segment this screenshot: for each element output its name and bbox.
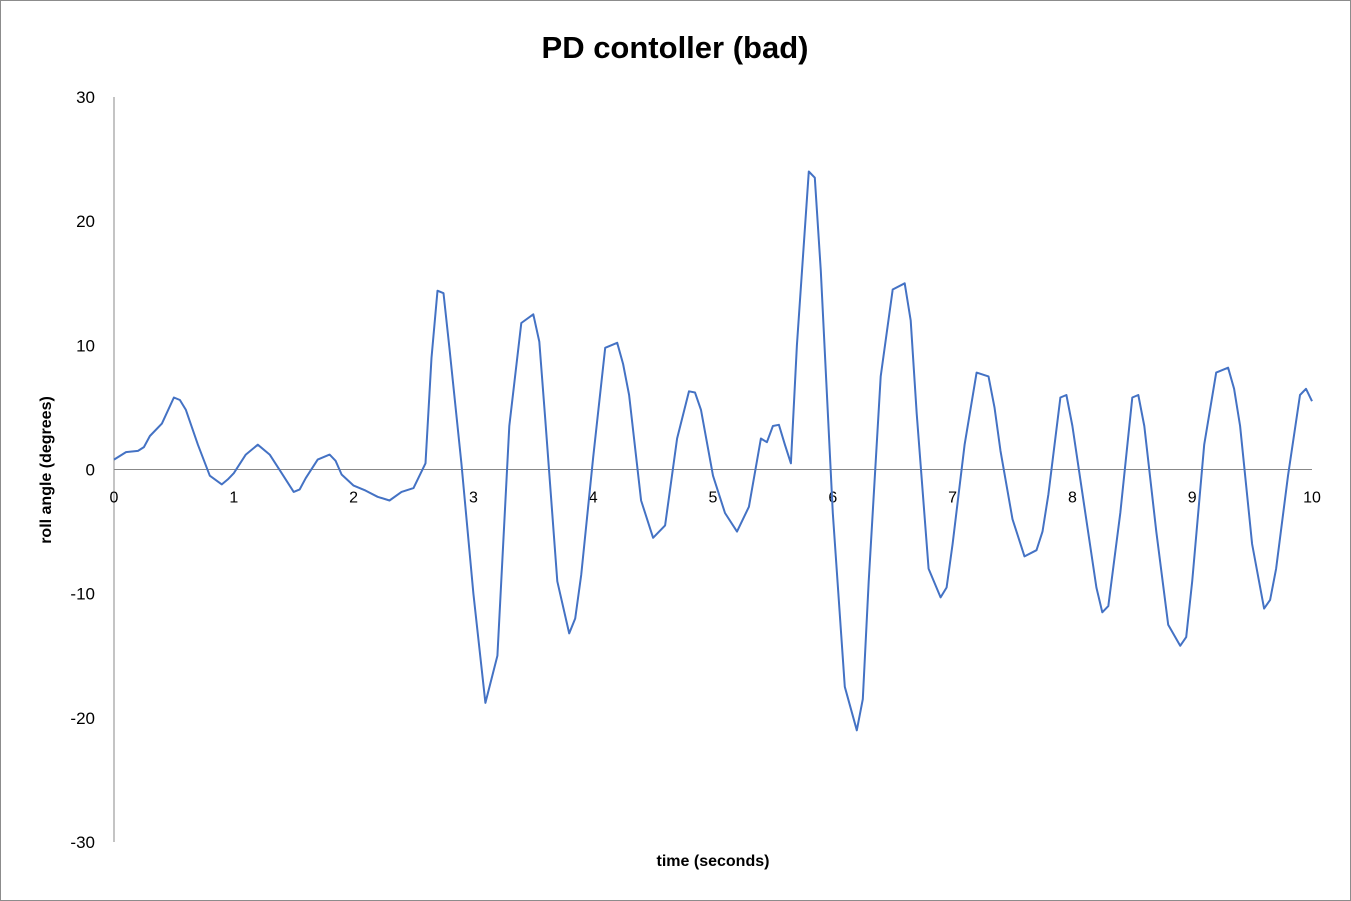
x-tick-label: 10 xyxy=(1303,490,1321,507)
y-tick-label: 0 xyxy=(86,461,95,480)
x-axis-title: time (seconds) xyxy=(657,853,770,870)
chart-title: PD contoller (bad) xyxy=(542,30,809,65)
y-tick-labels: 30 20 10 0 -10 -20 -30 xyxy=(70,88,95,852)
x-tick-label: 2 xyxy=(349,490,358,507)
x-tick-label: 9 xyxy=(1188,490,1197,507)
y-tick-label: 10 xyxy=(76,336,95,355)
x-tick-label: 7 xyxy=(948,490,957,507)
y-tick-label: -30 xyxy=(70,833,95,852)
series-line xyxy=(113,170,1313,732)
y-tick-label: -10 xyxy=(70,585,95,604)
x-tick-labels: 0 1 2 3 4 5 6 7 8 9 10 xyxy=(110,490,1321,507)
y-tick-label: -20 xyxy=(70,709,95,728)
y-tick-label: 20 xyxy=(76,212,95,231)
x-tick-label: 8 xyxy=(1068,490,1077,507)
y-tick-label: 30 xyxy=(76,88,95,107)
y-axis-title: roll angle (degrees) xyxy=(38,396,55,544)
x-tick-label: 5 xyxy=(709,490,718,507)
x-tick-label: 1 xyxy=(229,490,238,507)
x-tick-label: 3 xyxy=(469,490,478,507)
x-tick-label: 4 xyxy=(589,490,598,507)
x-tick-label: 0 xyxy=(110,490,119,507)
